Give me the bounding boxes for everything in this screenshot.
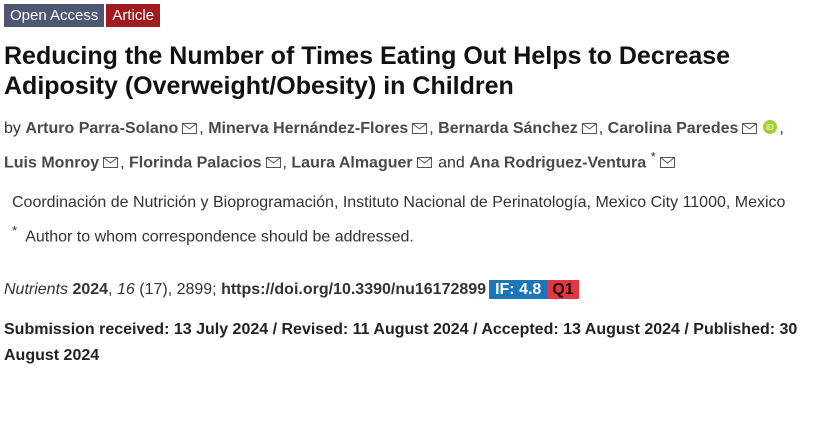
author-name[interactable]: Bernarda Sánchez [438, 120, 578, 137]
date-label: Accepted: [481, 320, 559, 338]
dates: Submission received: 13 July 2024 / Revi… [4, 317, 811, 369]
author-name[interactable]: Minerva Hernández-Flores [208, 120, 409, 137]
author-separator: , [429, 120, 434, 137]
author-name[interactable]: Florinda Palacios [129, 154, 262, 172]
authors-prefix: by [4, 120, 21, 137]
author-separator: , [598, 120, 604, 137]
author-name[interactable]: Carolina Paredes [607, 120, 739, 137]
note-text: Author to whom correspondence should be … [25, 228, 414, 246]
date-label: Published: [693, 320, 776, 338]
email-icon[interactable] [738, 120, 759, 137]
date-value: 13 August 2024 [563, 320, 680, 338]
date-separator: / [473, 320, 478, 338]
date-label: Revised: [281, 320, 349, 338]
author-separator: , [282, 154, 287, 172]
authors: by Arturo Parra-Solano, Minerva Hernánde… [4, 115, 811, 177]
article-header: Open Access Article Reducing the Number o… [4, 4, 811, 369]
date-separator: / [272, 320, 278, 338]
badges: Open Access Article [4, 4, 811, 27]
quartile: Q1 [547, 279, 579, 299]
badge: Article [106, 4, 161, 27]
orcid-icon[interactable]: iD [759, 120, 779, 137]
date-value: 30 August 2024 [4, 320, 798, 364]
impact-factor: IF: 4.8 [489, 279, 548, 299]
citation-part[interactable]: https://doi.org/10.3390/nu16172899 [221, 280, 487, 298]
author-name[interactable]: Laura Almaguer [291, 154, 413, 172]
author-separator: , [120, 154, 125, 172]
author-separator: , [199, 120, 204, 137]
note: * Author to whom correspondence should be… [12, 223, 811, 246]
email-icon[interactable] [178, 120, 199, 137]
affiliation: Coordinación de Nutrición y Bioprogramac… [12, 194, 786, 212]
svg-text:iD: iD [767, 123, 775, 132]
email-icon[interactable] [99, 154, 120, 171]
date-label: Submission received: [4, 320, 170, 338]
note-mark: * [12, 223, 18, 239]
citation-part: Nutrients [4, 280, 69, 298]
email-icon[interactable] [413, 154, 434, 171]
citation-part: , [108, 280, 113, 298]
date-value: 13 July 2024 [173, 320, 269, 338]
citation-part: 16 [116, 280, 135, 298]
author-name[interactable]: Luis Monroy [4, 154, 100, 172]
date-separator: / [684, 320, 689, 338]
author-separator: and [438, 154, 465, 172]
author-mark: * [650, 149, 656, 164]
author-separator: , [779, 120, 784, 137]
email-icon[interactable] [262, 154, 283, 171]
author-name[interactable]: Arturo Parra-Solano [25, 120, 179, 137]
citation: Nutrients 2024, 16 (17), 2899; https://d… [4, 279, 811, 299]
author-name[interactable]: Ana Rodriguez-Ventura [469, 154, 647, 172]
email-icon[interactable] [578, 120, 599, 137]
email-icon[interactable] [408, 120, 429, 137]
email-icon[interactable] [656, 154, 677, 171]
citation-part: 2024 [72, 280, 109, 298]
citation-part: (17), 2899; [139, 280, 217, 298]
title: Reducing the Number of Times Eating Out … [4, 42, 731, 100]
date-value: 11 August 2024 [352, 320, 469, 338]
badge: Open Access [4, 4, 105, 27]
